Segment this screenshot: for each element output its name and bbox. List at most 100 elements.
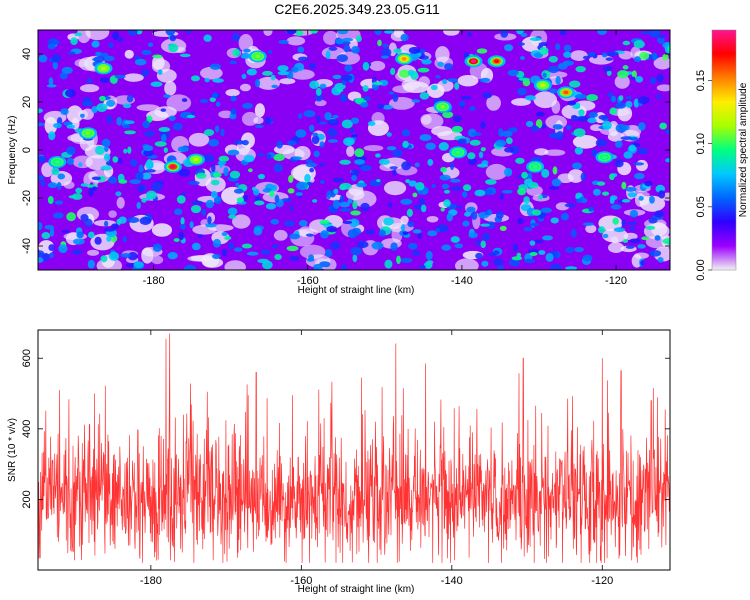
heatmap-cell (601, 52, 608, 58)
heatmap-cell (492, 250, 500, 255)
heatmap-cell (518, 77, 531, 81)
heatmap-cell (316, 115, 321, 124)
heatmap-cell (658, 34, 666, 39)
heatmap-cell (212, 238, 222, 248)
heatmap-cell (538, 42, 549, 47)
heatmap-cell (115, 191, 122, 197)
colorbar-gradient (712, 30, 736, 270)
heatmap-cell (535, 119, 543, 129)
y-tick-label: 600 (21, 349, 33, 367)
heatmap-cell (150, 81, 163, 87)
heatmap-cell (199, 66, 223, 80)
heatmap-cell (286, 140, 297, 146)
heatmap-cell (602, 191, 610, 196)
heatmap-cell (602, 120, 612, 130)
heatmap-cell (625, 96, 632, 100)
heatmap-hotspot (667, 45, 670, 53)
heatmap-cell (411, 99, 420, 103)
heatmap-cell (438, 142, 449, 151)
heatmap-cell (460, 96, 472, 100)
heatmap-cell (112, 156, 119, 163)
heatmap-cell (190, 204, 202, 214)
heatmap-cell (516, 30, 524, 35)
heatmap-cell (425, 250, 433, 260)
heatmap-cell (186, 114, 196, 119)
heatmap-cell (508, 258, 521, 267)
heatmap-cell (104, 145, 109, 153)
heatmap-cell (656, 84, 670, 92)
heatmap-cell (560, 212, 569, 221)
heatmap-cell (350, 210, 361, 216)
heatmap-cell (551, 178, 562, 187)
heatmap-cell (315, 87, 322, 96)
heatmap-cell (525, 120, 534, 128)
heatmap-cell (638, 96, 650, 105)
heatmap-cell (319, 162, 325, 167)
heatmap-cell (471, 132, 482, 137)
heatmap-hotspot (455, 150, 461, 155)
heatmap-cell (49, 227, 55, 237)
heatmap-cell (656, 36, 665, 44)
heatmap-cell (47, 38, 60, 46)
heatmap-cell (351, 174, 358, 182)
heatmap-cell (80, 183, 89, 187)
heatmap-cell (174, 208, 183, 216)
heatmap-cell (278, 39, 289, 44)
heatmap-cell (94, 236, 102, 245)
heatmap-cell (38, 222, 43, 231)
heatmap-cell (141, 69, 150, 77)
heatmap-cell (242, 102, 253, 109)
heatmap-cell (458, 100, 466, 107)
heatmap-cell (144, 130, 156, 137)
heatmap-cell (506, 137, 513, 145)
heatmap-cell (371, 241, 384, 250)
heatmap-cell (310, 30, 319, 34)
heatmap-cell (61, 229, 70, 234)
heatmap-cell (154, 141, 167, 147)
heatmap-cell (339, 195, 345, 203)
heatmap-cell (388, 91, 395, 95)
heatmap-cell (318, 121, 328, 125)
heatmap-cell (167, 252, 178, 260)
heatmap-cell (38, 256, 44, 263)
snr-frame (37, 329, 671, 571)
heatmap-cell (66, 146, 76, 155)
heatmap-cell (529, 240, 536, 246)
x-tick-label: -160 (297, 275, 319, 287)
heatmap-cell (519, 55, 525, 61)
heatmap-cell (407, 69, 415, 76)
heatmap-cell (188, 180, 200, 185)
heatmap-cell (521, 171, 528, 179)
heatmap-cell (141, 172, 152, 180)
heatmap-cell (145, 160, 154, 170)
heatmap-cell (204, 77, 210, 83)
x-tick-label: -120 (605, 275, 627, 287)
heatmap-cell (333, 188, 339, 195)
heatmap-cell (263, 30, 273, 37)
heatmap-cell (658, 190, 666, 199)
heatmap-cell (85, 30, 110, 41)
heatmap-x-ticks: -180 -160 -140 -120 (143, 30, 627, 287)
heatmap-cell (440, 166, 448, 173)
heatmap-cell (390, 242, 398, 251)
heatmap-cell (384, 259, 393, 269)
heatmap-cell (352, 200, 358, 210)
heatmap-cell (295, 192, 303, 196)
colorbar-frame (711, 29, 737, 271)
heatmap-cell (151, 255, 164, 265)
heatmap-cell (228, 242, 235, 250)
snr-y-axis-label: SNR (10 * v/v) (7, 418, 18, 482)
heatmap-cell (501, 130, 513, 137)
y-tick-label: 200 (21, 490, 33, 508)
heatmap-hotspot (671, 47, 676, 51)
heatmap-cell (51, 167, 60, 176)
heatmap-cell (229, 170, 241, 179)
heatmap-cell (49, 252, 54, 259)
heatmap-cell (208, 139, 220, 147)
heatmap-cell (443, 30, 460, 36)
heatmap-cell (298, 56, 309, 62)
heatmap-cell (79, 113, 85, 118)
heatmap-cell (347, 198, 353, 204)
heatmap-cell (350, 117, 360, 124)
heatmap-cell (451, 125, 463, 133)
